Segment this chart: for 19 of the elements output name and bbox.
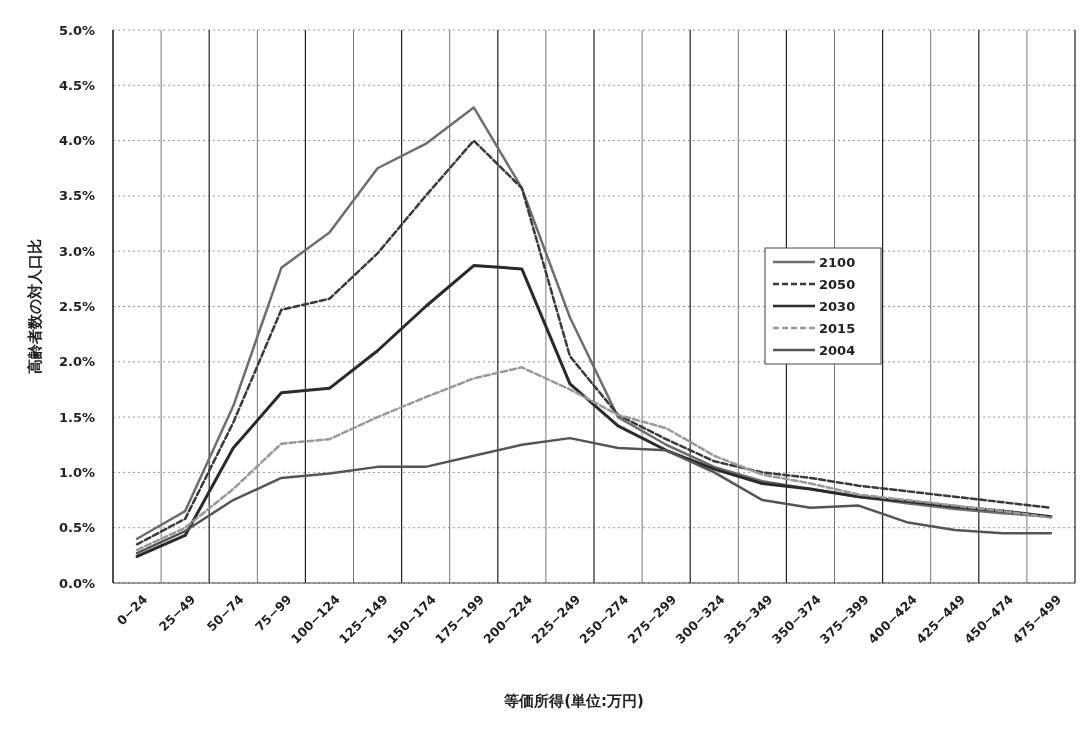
legend-label: 2004 [819, 342, 856, 358]
legend-label: 2050 [819, 276, 856, 292]
y-tick-label: 4.0% [58, 133, 95, 149]
y-tick-label: 3.0% [58, 243, 95, 259]
y-tick-label: 4.5% [58, 77, 95, 93]
y-axis-title: 高齢者数の対人口比 [26, 239, 44, 374]
y-tick-label: 0.0% [58, 575, 95, 591]
y-tick-label: 3.5% [58, 188, 95, 204]
y-tick-label: 5.0% [58, 22, 95, 38]
y-tick-label: 2.0% [58, 354, 95, 370]
y-tick-label: 0.5% [58, 520, 95, 536]
y-tick-label: 2.5% [58, 299, 95, 315]
y-tick-label: 1.0% [58, 464, 95, 480]
y-tick-label: 1.5% [58, 409, 95, 425]
line-series [135, 436, 1053, 555]
legend-label: 2015 [819, 320, 856, 336]
legend-label: 2030 [819, 298, 856, 314]
legend-label: 2100 [819, 254, 856, 270]
x-axis-title: 等価所得(単位:万円) [503, 692, 644, 710]
